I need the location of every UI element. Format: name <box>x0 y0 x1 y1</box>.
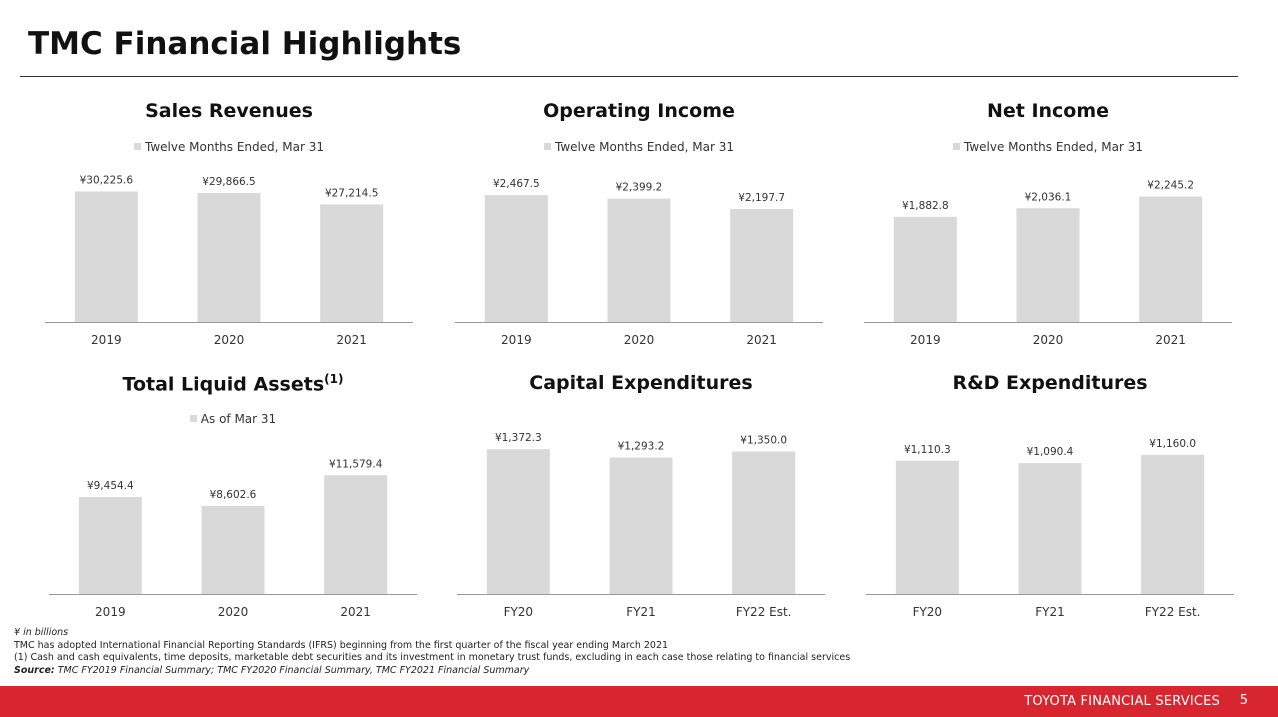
chart-plot: ¥1,110.3 FY20 ¥1,090.4 FY21 ¥1,160.0 FY22 Est… <box>866 438 1234 619</box>
x-tick-label: 2021 <box>1155 333 1186 347</box>
bar-2021 <box>320 204 384 322</box>
x-tick-label: FY22 Est. <box>1145 605 1201 619</box>
chart-legend: Twelve Months Ended, Mar 31 <box>443 140 835 154</box>
footnote-marker: (1) <box>324 372 344 386</box>
chart-plot: ¥2,467.5 2019 ¥2,399.2 2020 ¥2,197.7 2021 <box>455 178 823 347</box>
legend-label: As of Mar 31 <box>200 412 277 426</box>
chart-plot: ¥1,372.3 FY20 ¥1,293.2 FY21 ¥1,350.0 FY22 Est… <box>457 432 825 619</box>
legend-swatch <box>543 143 551 150</box>
data-label: ¥9,454.4 <box>87 480 134 492</box>
bar-fy21 <box>1018 463 1082 594</box>
data-label: ¥2,399.2 <box>616 182 663 194</box>
ifrs-note: TMC has adopted International Financial … <box>14 639 669 651</box>
x-tick-label: FY20 <box>913 605 943 619</box>
x-tick-label: FY22 Est. <box>736 605 792 619</box>
footnotes: ¥ in billions TMC has adopted Internatio… <box>14 627 1014 677</box>
chart-title: Capital Expenditures <box>529 372 753 394</box>
chart-title: Total Liquid Assets(1) <box>122 372 344 396</box>
x-tick-label: 2020 <box>1033 333 1064 347</box>
x-tick-label: 2020 <box>624 333 655 347</box>
x-tick-label: 2019 <box>910 333 941 347</box>
footnote-1: (1) Cash and cash equivalents, time depo… <box>14 652 851 663</box>
page-number: 5 <box>1239 693 1248 708</box>
chart-net-income: Net Income Twelve Months Ended, Mar 31 ¥… <box>852 100 1244 362</box>
legend-label: Twelve Months Ended, Mar 31 <box>554 140 734 154</box>
data-label: ¥29,866.5 <box>202 176 255 188</box>
bar-fy22-est- <box>732 451 796 594</box>
bar-2019 <box>78 497 142 594</box>
x-tick-label: 2019 <box>501 333 532 347</box>
title-divider <box>20 76 1238 77</box>
x-tick-label: 2019 <box>95 605 126 619</box>
data-label: ¥2,245.2 <box>1147 180 1194 192</box>
data-label: ¥1,372.3 <box>495 432 542 444</box>
legend-swatch <box>189 415 197 422</box>
data-label: ¥30,225.6 <box>80 174 134 186</box>
data-label: ¥1,090.4 <box>1027 446 1074 458</box>
data-label: ¥11,579.4 <box>329 458 383 470</box>
footer-brand: TOYOTA FINANCIAL SERVICES <box>1024 694 1220 709</box>
unit-note: ¥ in billions <box>14 627 69 638</box>
x-tick-label: 2020 <box>218 605 249 619</box>
chart-plot: ¥1,882.8 2019 ¥2,036.1 2020 ¥2,245.2 2021 <box>864 180 1232 347</box>
chart-title: Operating Income <box>543 100 735 122</box>
chart-title: R&D Expenditures <box>952 372 1148 394</box>
source-text: TMC FY2019 Financial Summary; TMC FY2020… <box>54 664 530 676</box>
bar-2021 <box>1139 196 1203 322</box>
bar-2020 <box>201 505 265 594</box>
data-label: ¥1,350.0 <box>740 435 787 447</box>
data-label: ¥27,214.5 <box>325 187 378 199</box>
x-tick-label: FY21 <box>1035 605 1065 619</box>
chart-title: Net Income <box>986 100 1110 122</box>
bar-fy20 <box>895 460 959 594</box>
x-tick-label: 2020 <box>214 333 245 347</box>
data-label: ¥2,197.7 <box>738 192 785 204</box>
chart-legend: Twelve Months Ended, Mar 31 <box>33 140 425 154</box>
bar-2020 <box>607 198 671 322</box>
x-tick-label: FY21 <box>626 605 656 619</box>
data-label: ¥8,602.6 <box>210 489 257 501</box>
chart-plot: ¥30,225.6 2019 ¥29,866.5 2020 ¥27,214.5 2021 <box>45 174 413 347</box>
data-label: ¥1,110.3 <box>904 444 951 456</box>
bar-fy21 <box>609 457 673 594</box>
chart-legend: As of Mar 31 <box>37 412 429 426</box>
chart-capital-expenditures: Capital Expenditures ¥1,372.3 FY20 ¥1,293.… <box>445 372 837 634</box>
data-label: ¥2,036.1 <box>1025 191 1072 203</box>
bar-2019 <box>893 216 957 322</box>
page-title: TMC Financial Highlights <box>28 26 462 62</box>
x-tick-label: 2019 <box>91 333 122 347</box>
bar-2020 <box>1016 208 1080 322</box>
bar-2019 <box>74 191 138 322</box>
legend-label: Twelve Months Ended, Mar 31 <box>144 140 324 154</box>
chart-legend: Twelve Months Ended, Mar 31 <box>852 140 1244 154</box>
legend-swatch <box>133 143 141 150</box>
bar-2021 <box>324 475 388 594</box>
source-note: Source: TMC FY2019 Financial Summary; TM… <box>14 665 1014 678</box>
source-label: Source: <box>14 664 55 676</box>
chart-sales-revenues: Sales Revenues Twelve Months Ended, Mar … <box>33 100 425 362</box>
data-label: ¥2,467.5 <box>493 178 540 190</box>
x-tick-label: 2021 <box>746 333 777 347</box>
x-tick-label: 2021 <box>340 605 371 619</box>
chart-title: Sales Revenues <box>145 100 313 122</box>
chart-plot: ¥9,454.4 2019 ¥8,602.6 2020 ¥11,579.4 2021 <box>49 458 417 619</box>
legend-swatch <box>952 143 960 150</box>
legend-label: Twelve Months Ended, Mar 31 <box>963 140 1143 154</box>
bar-2020 <box>197 192 261 322</box>
x-tick-label: FY20 <box>504 605 534 619</box>
data-label: ¥1,882.8 <box>902 200 949 212</box>
bar-2021 <box>730 208 794 322</box>
bar-2019 <box>484 195 548 322</box>
chart-total-liquid-assets: Total Liquid Assets(1) As of Mar 31 ¥9,4… <box>37 372 429 634</box>
data-label: ¥1,160.0 <box>1149 438 1196 450</box>
chart-rd-expenditures: R&D Expenditures ¥1,110.3 FY20 ¥1,090.4 FY2… <box>854 372 1246 634</box>
chart-operating-income: Operating Income Twelve Months Ended, Ma… <box>443 100 835 362</box>
x-tick-label: 2021 <box>336 333 367 347</box>
bar-fy22-est- <box>1141 454 1205 594</box>
data-label: ¥1,293.2 <box>618 441 665 453</box>
footer-bar: TOYOTA FINANCIAL SERVICES 5 <box>0 686 1278 717</box>
bar-fy20 <box>486 449 550 594</box>
